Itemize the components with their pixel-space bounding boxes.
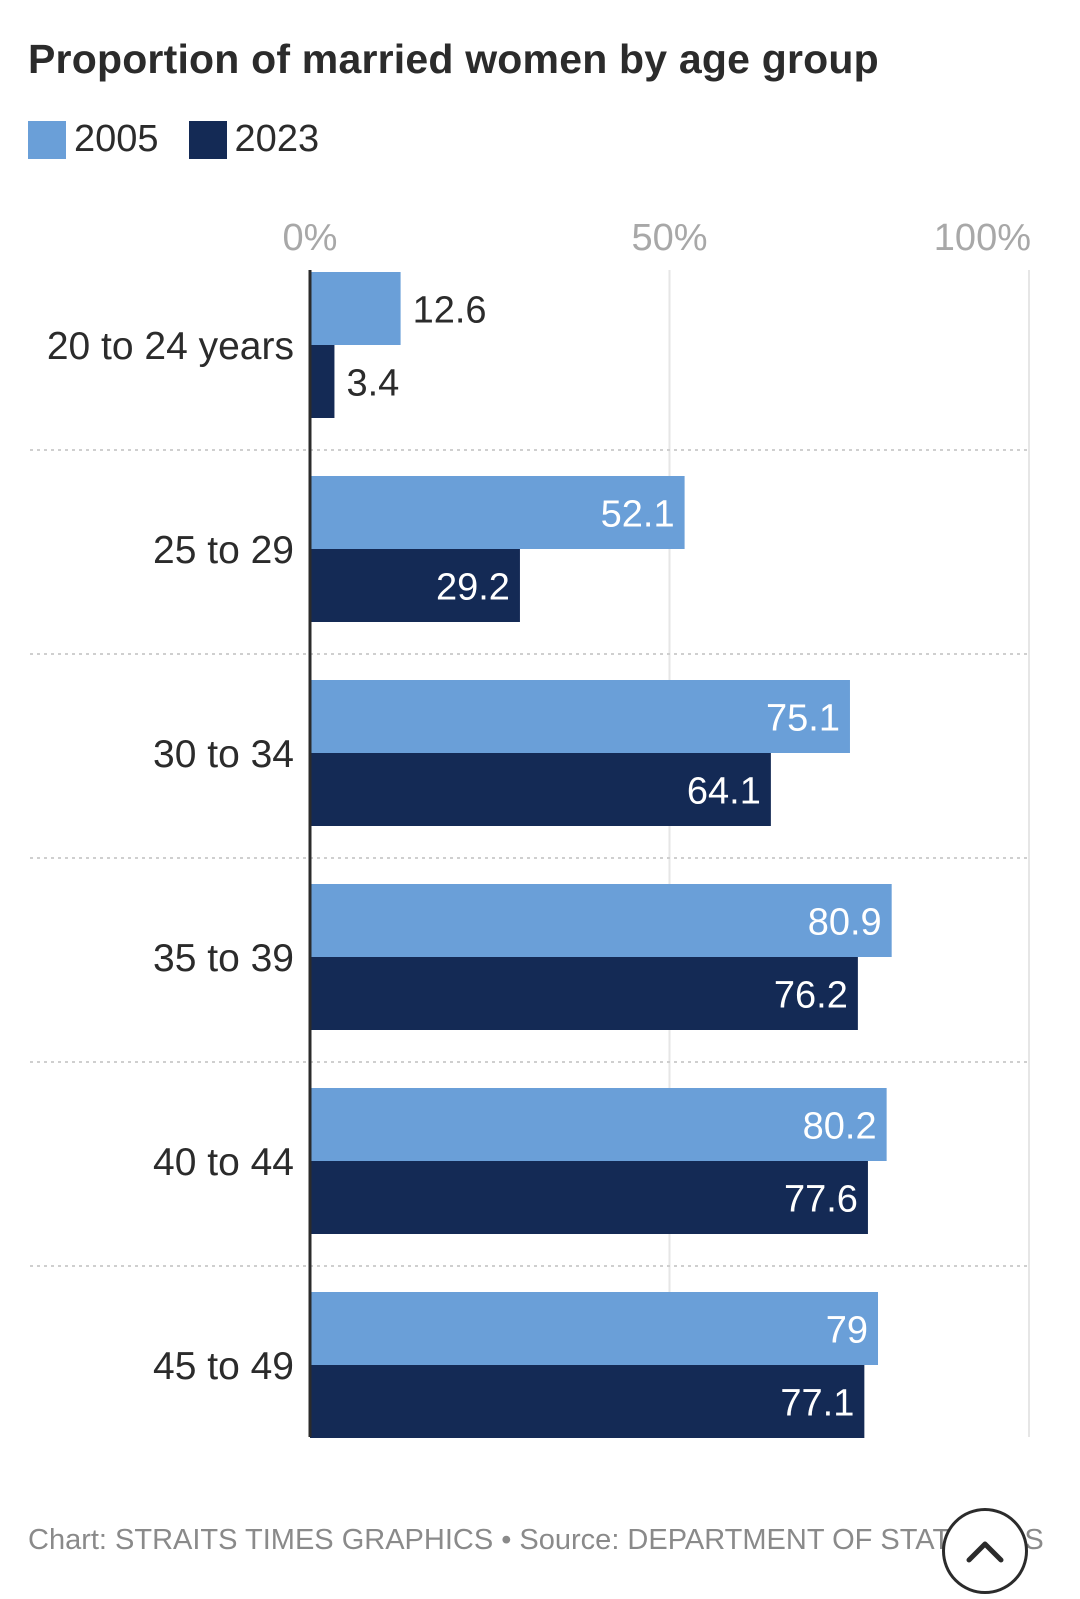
- bar-2005: [310, 680, 850, 753]
- data-label-2005: 80.9: [808, 902, 882, 944]
- bar-2023: [310, 753, 771, 826]
- data-label-2023: 77.1: [780, 1383, 854, 1425]
- data-label-2023: 3.4: [346, 363, 399, 405]
- chart-legend: 2005 2023: [28, 118, 349, 161]
- chevron-up-icon: [966, 1541, 1004, 1563]
- data-label-2005: 75.1: [766, 698, 840, 740]
- data-label-2023: 77.6: [784, 1179, 858, 1221]
- chart-footer-credit: Chart: STRAITS TIMES GRAPHICS • Source: …: [28, 1524, 1044, 1556]
- category-label: 35 to 39: [153, 937, 294, 980]
- bar-2023: [310, 345, 335, 418]
- chart-title: Proportion of married women by age group: [28, 36, 879, 82]
- legend-swatch-2005: [28, 120, 66, 159]
- bar-2023: [310, 957, 858, 1030]
- bar-2005: [310, 476, 685, 549]
- x-tick-label: 100%: [934, 217, 1031, 259]
- data-label-2023: 64.1: [687, 771, 761, 813]
- bar-2005: [310, 884, 892, 957]
- legend-item-2023: 2023: [188, 118, 320, 161]
- legend-item-2005: 2005: [28, 118, 159, 161]
- category-label: 25 to 29: [153, 529, 294, 572]
- category-label: 45 to 49: [153, 1345, 294, 1388]
- legend-swatch-2023: [188, 120, 227, 159]
- category-label: 40 to 44: [153, 1141, 294, 1184]
- x-tick-label: 50%: [631, 217, 707, 259]
- data-label-2005: 52.1: [601, 494, 675, 536]
- category-label: 30 to 34: [153, 733, 294, 776]
- scroll-to-top-button[interactable]: [942, 1508, 1028, 1594]
- bar-2005: [310, 1088, 887, 1161]
- x-tick-label: 0%: [283, 217, 338, 259]
- bar-2023: [310, 1365, 865, 1438]
- data-label-2023: 29.2: [436, 567, 510, 609]
- data-label-2005: 79: [826, 1310, 868, 1352]
- data-label-2023: 76.2: [774, 975, 848, 1017]
- legend-label-2005: 2005: [74, 118, 159, 160]
- bar-2005: [310, 1292, 879, 1365]
- data-label-2005: 12.6: [413, 290, 487, 332]
- category-label: 20 to 24 years: [47, 325, 294, 368]
- data-label-2005: 80.2: [803, 1106, 877, 1148]
- bar-2023: [310, 1161, 868, 1234]
- bar-chart: 0% 50% 100% 20 to 24 years 12.6 3.4 25 to 29 52…: [30, 217, 1031, 1438]
- bar-2023: [310, 549, 520, 622]
- bar-2005: [310, 272, 401, 345]
- legend-label-2023: 2023: [234, 118, 320, 160]
